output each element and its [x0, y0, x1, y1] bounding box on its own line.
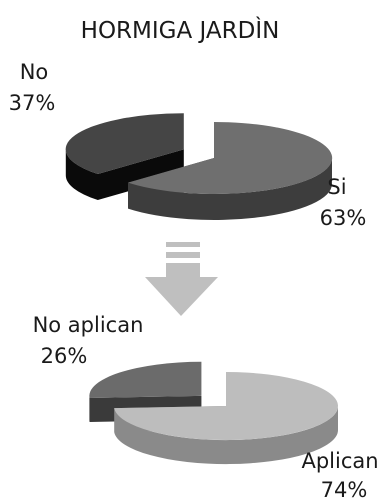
pie-top-slice-si-face: [128, 121, 333, 194]
label-no: No: [20, 60, 49, 84]
pie-chart-bottom: [89, 361, 339, 465]
chart-title: HORMIGA JARDÌN: [81, 16, 280, 44]
pie-bottom-slice-no-aplican: [89, 361, 202, 422]
pie-bottom-slice-aplican: [114, 372, 339, 465]
label-si: Si: [327, 175, 346, 199]
label-no-percent: 37%: [9, 91, 56, 115]
label-aplican-percent: 74%: [321, 478, 368, 502]
pie-bottom-slice-aplican-face: [114, 372, 338, 441]
pie-top-slice-no-face: [65, 113, 184, 174]
pie-bottom-slice-no-aplican-side: [89, 361, 202, 422]
pie-bottom-slice-no-aplican-face: [89, 361, 202, 398]
label-no-aplican-percent: 26%: [41, 344, 88, 368]
label-no-aplican: No aplican: [33, 313, 144, 337]
pie-top-slice-si: [128, 121, 333, 220]
label-si-percent: 63%: [320, 206, 367, 230]
pie-bottom-slice-aplican-side: [114, 372, 339, 465]
label-aplican: Aplican: [301, 449, 378, 473]
pie-chart-top: [65, 113, 333, 220]
down-arrow-icon: [145, 242, 218, 316]
pie-top-slice-si-side: [128, 122, 332, 220]
